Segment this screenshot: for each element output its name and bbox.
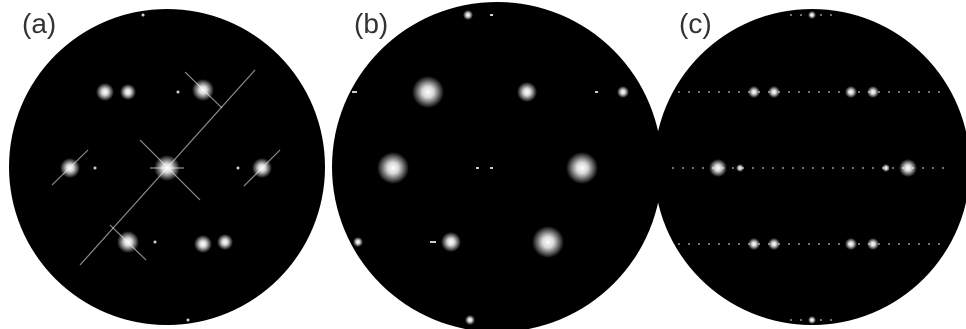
spot [517, 82, 537, 102]
spot [566, 152, 598, 184]
spot [808, 11, 816, 19]
spot [845, 238, 857, 250]
spot [748, 238, 760, 250]
spot [412, 76, 444, 108]
spot [154, 155, 180, 181]
spot [867, 86, 879, 98]
spot [532, 226, 564, 258]
spot [463, 10, 473, 20]
spot [845, 86, 857, 98]
spot [476, 167, 479, 169]
spot [441, 232, 461, 252]
spot [352, 91, 357, 93]
spot [187, 319, 190, 322]
spot [465, 315, 475, 325]
panel-a: (a) [9, 8, 325, 325]
spot [192, 79, 214, 101]
spot [490, 167, 493, 169]
spot [117, 231, 139, 253]
spot [709, 159, 727, 177]
panel-label: (b) [354, 8, 388, 39]
spot [154, 241, 157, 244]
spot [237, 167, 240, 170]
spot [142, 14, 145, 17]
spot [194, 235, 212, 253]
pattern-disk [654, 9, 966, 325]
spot [96, 83, 114, 101]
spot [617, 86, 629, 98]
spot [60, 158, 80, 178]
spot [120, 84, 136, 100]
spot [808, 316, 816, 324]
spot [177, 91, 180, 94]
spot [768, 238, 780, 250]
panel-c: (c) [654, 8, 966, 325]
spot [899, 159, 917, 177]
spot [882, 164, 890, 172]
spot [748, 86, 760, 98]
panel-label: (a) [22, 8, 56, 39]
spot [595, 91, 598, 93]
page: {"panels": [{"label": "(a)"}, {"label": … [0, 0, 966, 329]
spot [490, 14, 493, 16]
panel-b: (b) [332, 2, 662, 329]
spot [377, 152, 409, 184]
panel-label: (c) [679, 8, 712, 39]
spot [94, 167, 97, 170]
spot [768, 86, 780, 98]
spot [867, 238, 879, 250]
spot [252, 158, 272, 178]
spot [217, 234, 233, 250]
spot [430, 241, 436, 243]
spot [353, 237, 363, 247]
spot [736, 164, 744, 172]
figure: (a) (b) [0, 0, 966, 329]
